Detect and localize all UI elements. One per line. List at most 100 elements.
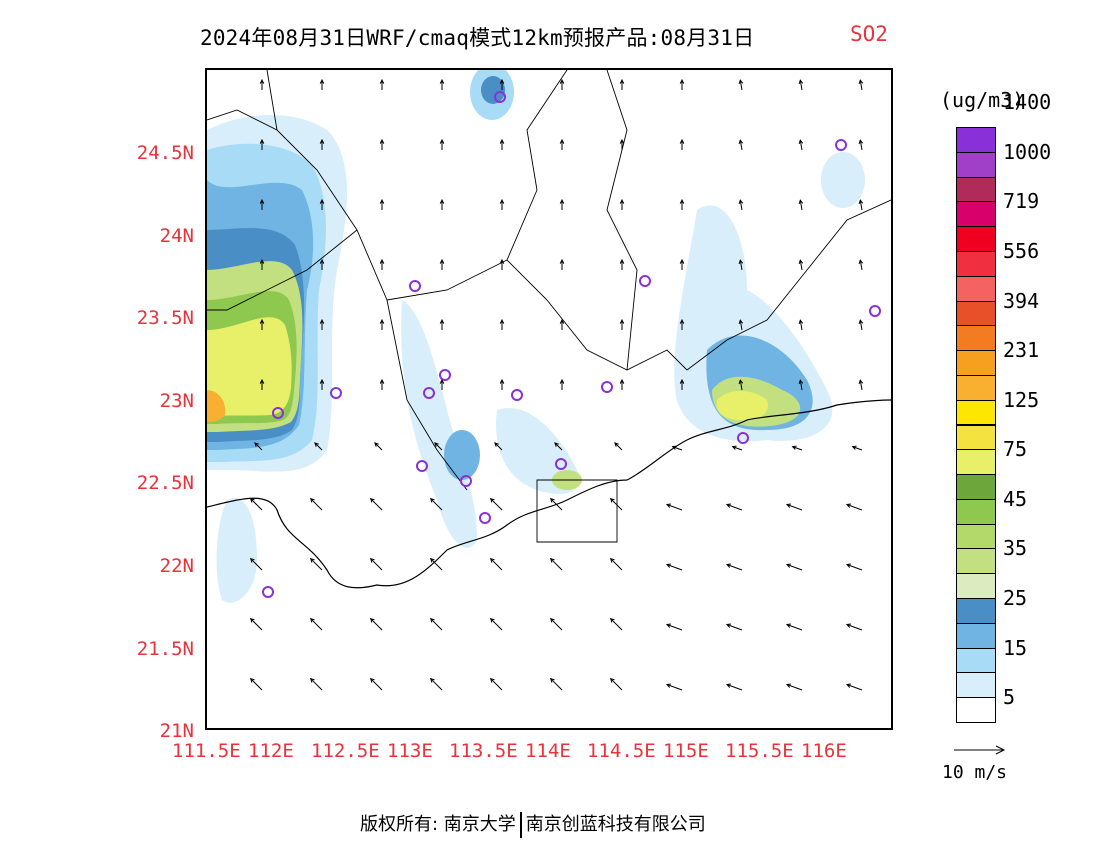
colorbar-swatch [956, 275, 996, 302]
colorbar-tick-label: 394 [1003, 288, 1040, 313]
wind-arrow [494, 442, 503, 451]
wind-arrow-head [549, 617, 555, 623]
footer-copyright: 版权所有: 南京大学 [360, 814, 516, 835]
concentration-plume-west-8 [207, 390, 226, 422]
colorbar-swatch [956, 374, 996, 401]
wind-arrow [550, 678, 563, 691]
lon-label: 112E [248, 740, 294, 762]
chart-title: 2024年08月31日WRF/cmaq模式12km预报产品:08月31日 SO2 [0, 18, 1100, 52]
wind-arrow-head [665, 683, 671, 688]
wind-arrow-head [259, 318, 265, 324]
wind-arrow-head [798, 199, 804, 205]
colorbar-swatch [956, 598, 996, 624]
city-marker [869, 305, 881, 317]
colorbar-swatch [956, 399, 996, 426]
colorbar-swatch [956, 176, 996, 203]
wind-arrow [859, 80, 863, 91]
wind-arrow [550, 618, 563, 631]
wind-arrow-head [679, 78, 685, 84]
colorbar-swatch [956, 151, 996, 178]
colorbar-swatch [956, 498, 996, 525]
wind-arrow [374, 442, 383, 451]
wind-arrow [490, 618, 503, 631]
admin-boundaries [207, 70, 891, 491]
concentration-plume-north-core [481, 76, 505, 104]
wind-arrow-head [785, 563, 791, 568]
wind-arrow [739, 260, 743, 271]
wind-arrow [370, 678, 383, 691]
wind-arrow [666, 504, 683, 511]
wind-arrow-head [619, 318, 625, 324]
city-marker [479, 512, 491, 524]
wind-arrow-head [679, 138, 685, 144]
wind-arrow-head [785, 683, 791, 688]
colorbar [956, 127, 996, 723]
wind-arrow-head [609, 497, 615, 503]
wind-arrow-head [379, 138, 385, 144]
wind-arrow-head [319, 138, 325, 144]
wind-arrow-head [858, 139, 864, 145]
colorbar-swatch [956, 672, 996, 699]
city-marker [439, 369, 451, 381]
lon-label: 113.5E [449, 740, 518, 762]
wind-arrow-head [619, 78, 625, 84]
wind-arrow-head [559, 318, 565, 324]
colorbar-swatch [956, 127, 996, 153]
wind-arrow [786, 624, 803, 631]
city-marker [601, 381, 613, 393]
wind-arrow-head [738, 199, 744, 205]
wind-arrow-head [499, 198, 505, 204]
wind-arrow-head [249, 557, 255, 563]
wind-arrow-head [738, 259, 744, 265]
wind-arrow [799, 80, 803, 91]
colorbar-tick-label: 231 [1003, 338, 1040, 363]
wind-arrow-head [858, 379, 864, 385]
wind-arrows [249, 78, 864, 691]
lon-label: 114.5E [587, 740, 656, 762]
wind-arrow-head [549, 497, 555, 503]
wind-arrow-head [738, 379, 744, 385]
wind-arrow-head [679, 258, 685, 264]
wind-arrow-head [731, 445, 737, 450]
colorbar-tick-label: 5 [1003, 685, 1016, 710]
wind-arrow [859, 320, 863, 331]
wind-arrow-head [798, 79, 804, 85]
colorbar-swatch [956, 325, 996, 352]
wind-arrow [370, 498, 383, 511]
wind-arrow-head [851, 445, 857, 450]
wind-arrow-head [738, 79, 744, 85]
wind-arrow [799, 260, 803, 271]
colorbar-tick-label: 75 [1003, 437, 1028, 462]
wind-arrow [610, 498, 623, 511]
wind-arrow-head [619, 198, 625, 204]
wind-arrow [726, 504, 743, 511]
wind-arrow-head [619, 258, 625, 264]
wind-arrow-head [439, 138, 445, 144]
lat-label: 22N [159, 555, 194, 577]
wind-arrow-head [489, 677, 495, 683]
wind-arrow-head [314, 442, 319, 447]
wind-arrow-head [379, 78, 385, 84]
wind-arrow-head [858, 79, 864, 85]
wind-arrow-head [254, 442, 259, 447]
wind-arrow-head [858, 259, 864, 265]
wind-arrow [370, 618, 383, 631]
concentration-plume-northeast [821, 152, 865, 208]
wind-arrow-head [499, 258, 505, 264]
lon-label: 115.5E [725, 740, 794, 762]
wind-arrow [739, 380, 743, 391]
wind-arrow-head [259, 198, 265, 204]
wind-arrow [610, 678, 623, 691]
wind-arrow-head [725, 503, 731, 508]
colorbar-tick-label: 1400 [1003, 90, 1052, 115]
wind-arrow-head [725, 563, 731, 568]
wind-arrow [250, 678, 263, 691]
lat-label: 24N [159, 225, 194, 247]
city-markers [262, 91, 881, 598]
wind-arrow [666, 564, 683, 571]
lat-label: 22.5N [136, 472, 194, 494]
wind-arrow-head [489, 617, 495, 623]
wind-arrow [550, 558, 563, 571]
wind-arrow-head [845, 683, 851, 688]
wind-arrow-head [259, 258, 265, 264]
